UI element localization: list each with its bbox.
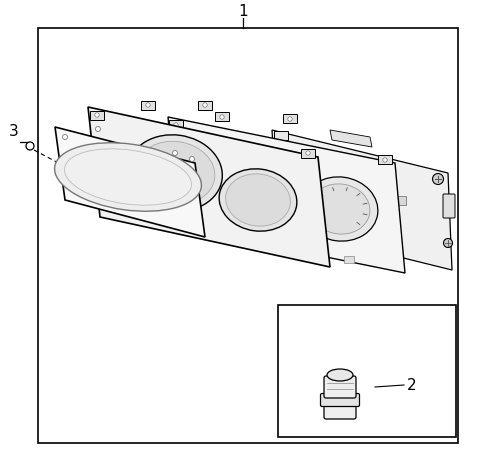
Bar <box>283 114 297 123</box>
Polygon shape <box>272 130 452 270</box>
FancyBboxPatch shape <box>321 393 360 406</box>
FancyBboxPatch shape <box>324 376 356 398</box>
Text: 2: 2 <box>407 378 417 392</box>
Ellipse shape <box>226 174 290 226</box>
Bar <box>318 251 328 258</box>
Ellipse shape <box>55 143 202 211</box>
Circle shape <box>62 134 68 140</box>
Bar <box>198 101 212 110</box>
Bar <box>301 149 315 158</box>
Bar <box>292 245 302 252</box>
Circle shape <box>444 239 453 247</box>
Text: 1: 1 <box>238 5 248 20</box>
Circle shape <box>146 103 150 107</box>
Bar <box>320 168 336 177</box>
Polygon shape <box>330 130 372 147</box>
Polygon shape <box>55 127 205 237</box>
Circle shape <box>432 173 444 185</box>
Circle shape <box>190 157 194 161</box>
Ellipse shape <box>327 369 353 381</box>
Circle shape <box>174 123 178 127</box>
Circle shape <box>306 151 310 155</box>
Bar <box>268 240 278 247</box>
Circle shape <box>288 117 292 121</box>
Bar <box>310 191 326 200</box>
Ellipse shape <box>205 145 295 221</box>
Bar <box>215 112 229 121</box>
Ellipse shape <box>214 153 286 213</box>
Polygon shape <box>88 107 330 267</box>
Bar <box>90 111 104 120</box>
Circle shape <box>96 126 100 132</box>
Circle shape <box>220 115 224 119</box>
Ellipse shape <box>64 149 192 205</box>
Ellipse shape <box>128 135 222 211</box>
Bar <box>141 101 155 110</box>
Bar <box>378 214 394 223</box>
Circle shape <box>203 103 207 107</box>
Ellipse shape <box>219 169 297 231</box>
Bar <box>355 181 371 190</box>
Bar <box>274 131 288 140</box>
Ellipse shape <box>310 184 370 234</box>
FancyBboxPatch shape <box>443 194 455 218</box>
Ellipse shape <box>302 177 378 241</box>
FancyBboxPatch shape <box>324 403 356 419</box>
Polygon shape <box>168 117 405 273</box>
Text: 3: 3 <box>9 125 19 140</box>
Bar <box>169 120 183 129</box>
Bar <box>344 256 354 263</box>
Polygon shape <box>305 155 342 187</box>
Ellipse shape <box>135 141 215 205</box>
Bar <box>345 201 361 210</box>
Circle shape <box>172 151 178 155</box>
Circle shape <box>26 142 34 150</box>
Bar <box>38 28 458 443</box>
Bar <box>378 155 392 164</box>
Bar <box>390 196 406 205</box>
Circle shape <box>383 158 387 162</box>
Bar <box>278 305 456 437</box>
Circle shape <box>95 113 99 117</box>
